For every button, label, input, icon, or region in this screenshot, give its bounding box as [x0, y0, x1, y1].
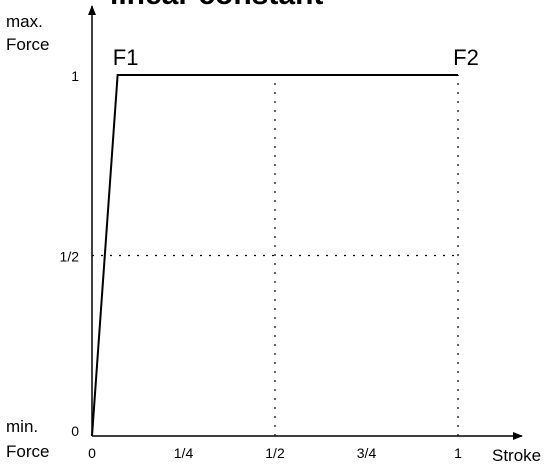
- x-tick-label-4: 1: [454, 445, 462, 461]
- x-axis-label: Stroke: [492, 446, 541, 464]
- grid-layer: [92, 74, 459, 436]
- annotation-layer: F1 F2: [113, 45, 479, 70]
- annotation-f2: F2: [453, 45, 479, 70]
- x-tick-label-2: 1/2: [265, 445, 285, 461]
- y-axis-bottom-label-line2: Force: [6, 442, 49, 461]
- y-tick-label-0: 0: [71, 423, 79, 439]
- y-tick-label-1: 1/2: [60, 249, 80, 265]
- series-layer: [91, 74, 458, 437]
- x-tick-label-3: 3/4: [357, 445, 377, 461]
- series-line-0: [91, 74, 458, 437]
- tick-label-layer: 0 1/2 1 0 1/4 1/2 3/4 1: [60, 68, 463, 461]
- chart-title: linear constant: [110, 0, 323, 11]
- y-axis-bottom-label-line1: min.: [6, 417, 38, 436]
- y-axis-top-label-line2: Force: [6, 35, 49, 54]
- annotation-f1: F1: [113, 45, 139, 70]
- y-tick-label-2: 1: [71, 68, 79, 84]
- x-tick-label-1: 1/4: [174, 445, 194, 461]
- y-axis-top-label-line1: max.: [6, 12, 43, 31]
- x-tick-label-0: 0: [88, 445, 96, 461]
